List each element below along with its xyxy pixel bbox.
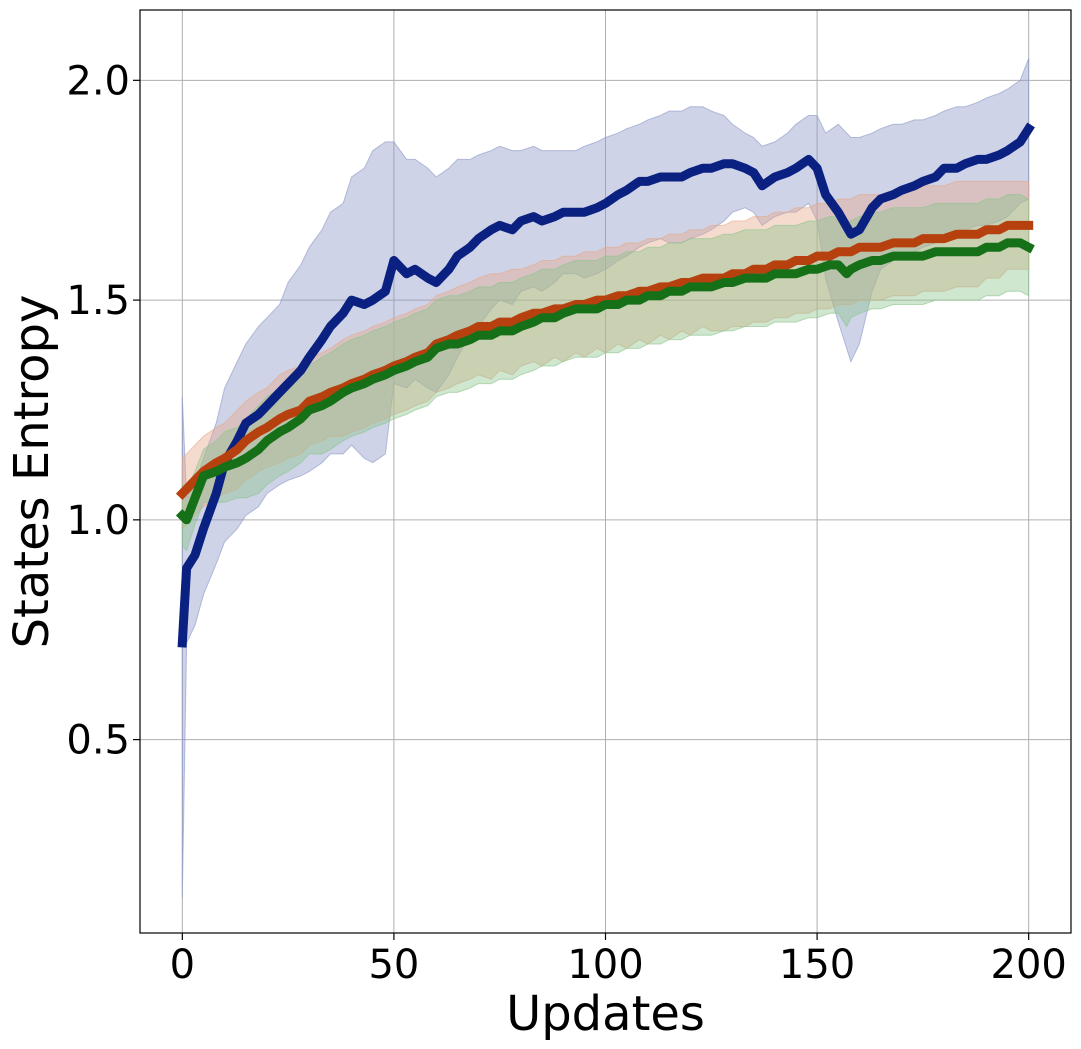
y-axis-ticks: 0.5 1.0 1.5 2.0 bbox=[66, 58, 140, 764]
x-axis-label: Updates bbox=[506, 986, 705, 1042]
x-tick-label: 200 bbox=[991, 942, 1067, 988]
y-tick-label: 1.5 bbox=[66, 278, 130, 324]
y-tick-label: 1.0 bbox=[66, 498, 130, 544]
series-lines bbox=[175, 122, 1035, 648]
x-tick-label: 0 bbox=[170, 942, 195, 988]
y-axis-label: States Entropy bbox=[4, 295, 60, 649]
series-1-line bbox=[177, 122, 1035, 648]
y-tick-label: 0.5 bbox=[66, 718, 130, 764]
series-3-band bbox=[181, 194, 1030, 552]
x-tick-label: 50 bbox=[368, 942, 419, 988]
series-3-line bbox=[175, 238, 1035, 525]
x-axis-ticks: 0 50 100 150 200 bbox=[170, 933, 1067, 988]
y-tick-label: 2.0 bbox=[66, 58, 130, 104]
x-tick-label: 150 bbox=[779, 942, 855, 988]
x-tick-label: 100 bbox=[567, 942, 643, 988]
